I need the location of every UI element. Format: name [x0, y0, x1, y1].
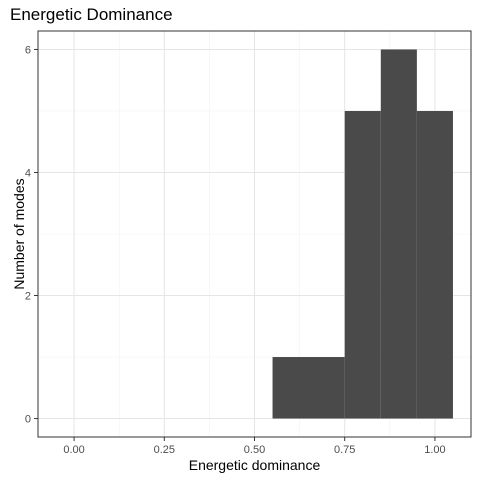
y-tick-label: 6 [25, 44, 31, 56]
x-axis-title: Energetic dominance [189, 457, 321, 473]
x-tick-label: 0.75 [334, 444, 355, 456]
y-axis-title: Number of modes [11, 178, 27, 289]
histogram-bars [272, 49, 453, 419]
y-tick-label: 4 [25, 167, 31, 179]
chart-title: Energetic Dominance [10, 5, 173, 24]
y-axis-ticks: 0 2 4 6 [25, 44, 38, 426]
y-tick-label: 0 [25, 414, 31, 426]
histogram-bar [380, 49, 417, 419]
histogram-bar [272, 357, 345, 419]
x-axis-ticks: 0.00 0.25 0.50 0.75 1.00 [63, 437, 446, 456]
x-tick-label: 0.50 [244, 444, 265, 456]
histogram-bar [344, 110, 381, 419]
y-tick-label: 2 [25, 291, 31, 303]
x-tick-label: 0.25 [154, 444, 175, 456]
x-tick-label: 0.00 [63, 444, 84, 456]
x-tick-label: 1.00 [424, 444, 445, 456]
histogram-bar [416, 110, 453, 419]
